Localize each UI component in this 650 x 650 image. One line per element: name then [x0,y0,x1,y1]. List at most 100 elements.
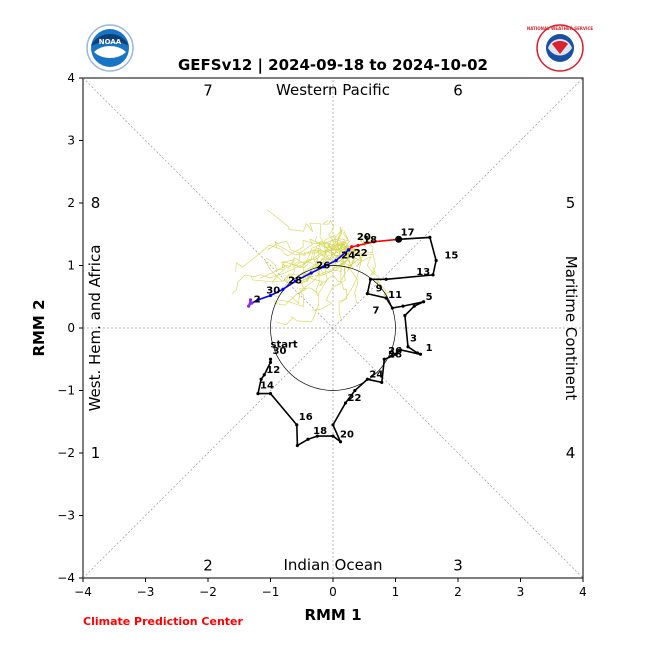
series-point-mean_mid [347,248,351,252]
series-point-observed [431,273,435,277]
point-label: 20 [340,429,354,440]
ensemble-member-line [259,241,349,279]
point-label: 13 [416,267,430,278]
y-tick-label: 3 [67,134,75,148]
guide-lines [82,77,584,579]
point-label: 26 [388,346,402,357]
point-label: 2 [254,294,261,305]
point-label: 22 [348,393,362,404]
phase-label-2: 2 [203,557,213,575]
series-point-observed [412,304,416,308]
series-point-mean_first [350,245,354,249]
x-tick-label: 4 [579,585,587,599]
x-tick-label: 2 [454,585,462,599]
phase-label-1: 1 [91,444,101,462]
series-point-mean_last [248,298,253,302]
point-label: 22 [354,248,368,259]
series-point-observed [331,434,335,438]
nws-logo: NATIONAL WEATHER SERVICE [527,24,594,72]
ensemble-member-line [348,232,373,257]
ensemble-members [231,209,392,326]
series-point-observed [382,357,386,361]
phase-label-4: 4 [566,444,576,462]
point-label: 5 [426,292,433,303]
x-tick-label: 0 [329,585,337,599]
y-tick-label: −1 [57,384,75,398]
series-point-observed [338,440,343,444]
unit-circle-group [270,265,396,391]
series-point-observed [295,443,299,448]
series-point-mean_mid [268,293,273,298]
series-point-observed [262,373,266,377]
series-point-observed [306,437,310,441]
ensemble-member-line [266,209,349,260]
series-point-observed [401,304,405,308]
x-tick-label: −2 [199,585,217,599]
series-point-mean_mid [281,287,285,291]
series-group [247,235,438,448]
point-label: 18 [313,426,327,437]
series-point-mean_last [250,301,254,305]
series-point-observed [343,401,348,405]
y-tick-label: 4 [67,71,75,85]
series-point-observed [422,300,426,304]
phase-label-8: 8 [91,194,101,212]
series-point-observed [384,277,388,281]
series-point-observed [393,352,398,356]
series-point-observed [398,348,403,352]
region-label-left: West. Hem. and Africa [86,245,104,412]
phase-label-5: 5 [566,194,576,212]
start-label: start [271,339,298,350]
x-tick-label: 3 [517,585,525,599]
ensemble-member-line [345,245,362,304]
series-point-observed [295,423,299,427]
series-point-mean_mid [334,258,338,263]
ensemble-member-line [274,246,349,298]
point-label: 18 [363,235,377,246]
series-point-observed [365,377,369,381]
point-label: 15 [444,251,458,262]
unit-circle [270,265,396,391]
series-point-mean_mid [293,279,298,283]
point-label: 28 [288,276,302,287]
nws-logo-text: NATIONAL WEATHER SERVICE [527,26,594,31]
series-point-observed [256,392,260,396]
point-label: 7 [373,306,380,317]
phase-labels: 1 2 3 4 5 6 7 8 [91,82,576,575]
phase-label-6: 6 [453,82,463,100]
series-point-mean_mid [256,298,260,302]
region-label-right: Maritime Continent [562,256,580,401]
ensemble-member-line [278,249,349,308]
footer-credit: Climate Prediction Center [83,615,243,628]
series-point-observed [368,277,373,281]
series-point-observed [418,352,423,356]
point-label: 30 [266,286,280,297]
y-tick-label: 0 [67,321,75,335]
point-label: 1 [426,343,433,354]
ensemble-member-line [321,219,349,251]
series-point-observed [331,423,335,427]
chart-title: GEFSv12 | 2024-09-18 to 2024-10-02 [178,56,488,75]
y-tick-label: −4 [57,571,75,585]
series-point-observed [434,258,438,263]
noaa-logo-text: NOAA [99,38,122,46]
series-point-observed [390,306,394,310]
phase-label-7: 7 [203,82,213,100]
x-tick-label: −1 [262,585,280,599]
y-tick-label: 1 [67,259,75,273]
point-label: 16 [299,412,313,423]
series-point-mean_first [372,240,376,244]
series-point-mean_last [247,304,251,308]
series-point-observed [315,434,319,438]
series-point-observed [353,388,357,393]
point-label: 28 [388,349,402,360]
y-tick-label: −3 [57,509,75,523]
guide-diagonal-down [82,77,584,579]
series-point-observed [415,351,419,355]
series-point-observed [365,292,369,296]
region-label-top: Western Pacific [276,81,390,99]
series-point-observed [428,235,432,239]
point-label: 3 [410,334,417,345]
